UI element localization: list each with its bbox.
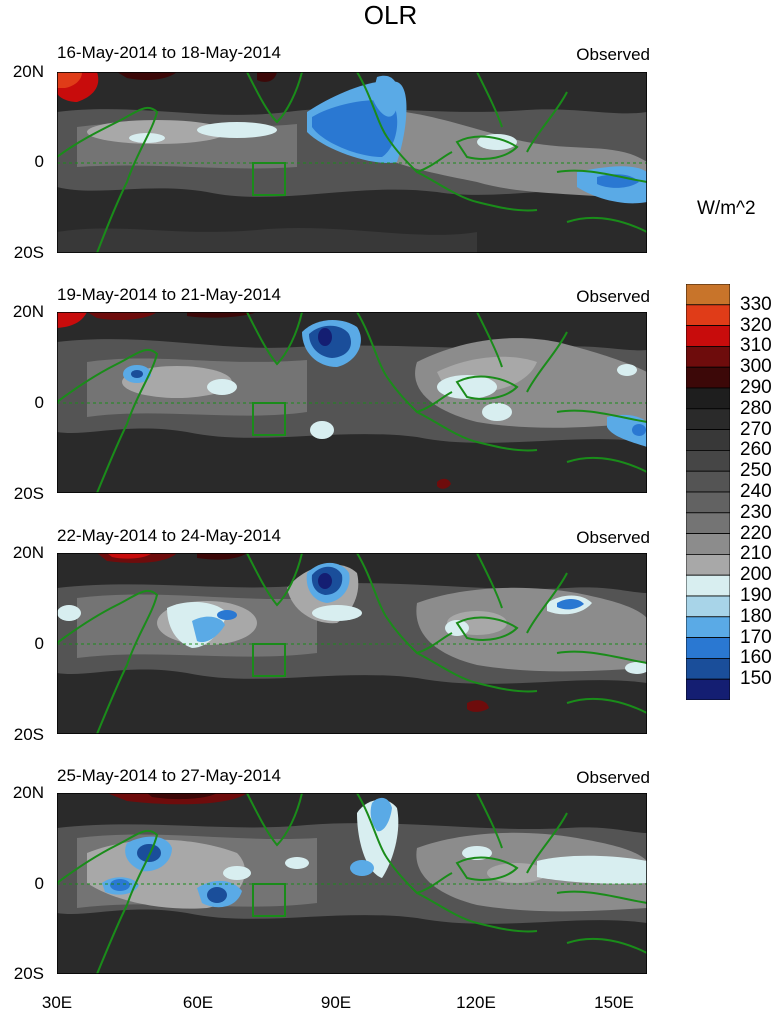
olr-map-panel-1 <box>57 72 647 253</box>
contour-fill <box>57 793 647 924</box>
colorbar-label: 240 <box>740 481 772 502</box>
colorbar-label: 160 <box>740 647 772 669</box>
panel-3-lat-20n: 20N <box>12 543 44 562</box>
panel-4-lat-20n: 20N <box>12 783 44 802</box>
colorbar-swatch <box>686 429 730 451</box>
olr-map-panel-2 <box>57 312 647 493</box>
figure-title: OLR <box>363 0 418 30</box>
colorbar-swatch <box>686 553 730 576</box>
colorbar-label: 280 <box>740 397 772 419</box>
panel-2-lat-0: 0 <box>34 393 44 412</box>
colorbar-label: 200 <box>740 564 772 586</box>
panel-3-period: 22-May-2014 to 24-May-2014 <box>57 526 281 545</box>
panel-4-lat-20s: 20S <box>13 964 44 983</box>
lon-90e: 90E <box>320 993 352 1012</box>
colorbar-swatch <box>686 595 730 618</box>
colorbar-swatch <box>686 387 730 410</box>
colorbar-label: 270 <box>740 418 772 440</box>
colorbar-units: W/m^2 <box>697 198 756 219</box>
colorbar-label: 300 <box>740 356 772 378</box>
colorbar-swatch <box>686 284 730 306</box>
panel-1-lat-20n: 20N <box>12 62 44 81</box>
colorbar <box>686 284 730 700</box>
colorbar-label: 180 <box>740 605 772 627</box>
colorbar-label: 250 <box>740 460 772 482</box>
colorbar-swatch <box>686 470 730 493</box>
coastline <box>57 553 647 734</box>
colorbar-swatch <box>686 657 730 680</box>
panel-2-period: 19-May-2014 to 21-May-2014 <box>57 285 281 304</box>
colorbar-label: 230 <box>740 501 772 523</box>
coastline <box>57 312 647 493</box>
lon-30e: 30E <box>41 993 73 1012</box>
lon-60e: 60E <box>182 993 214 1012</box>
colorbar-label: 170 <box>740 626 772 648</box>
panel-1-label: Observed <box>576 45 650 64</box>
colorbar-swatch <box>686 491 730 514</box>
colorbar-swatch <box>686 346 730 368</box>
colorbar-swatch <box>686 678 730 700</box>
panel-1-lat-20s: 20S <box>13 243 44 262</box>
panel-4-period: 25-May-2014 to 27-May-2014 <box>57 766 281 785</box>
panel-3-lat-20s: 20S <box>13 725 44 744</box>
lon-150e: 150E <box>594 993 634 1012</box>
colorbar-label: 150 <box>740 668 772 690</box>
olr-map-panel-3 <box>57 553 647 734</box>
panel-1-period: 16-May-2014 to 18-May-2014 <box>57 43 281 62</box>
panel-4-lat-0: 0 <box>34 874 44 893</box>
coastline <box>57 72 647 253</box>
colorbar-swatch <box>686 637 730 659</box>
colorbar-swatch <box>686 616 730 638</box>
panel-2-lat-20s: 20S <box>13 484 44 503</box>
panel-3-label: Observed <box>576 528 650 547</box>
colorbar-swatch <box>686 533 730 555</box>
colorbar-swatch <box>686 574 730 597</box>
colorbar-swatch <box>686 304 730 326</box>
contour-fill <box>57 72 647 253</box>
panel-4-label: Observed <box>576 768 650 787</box>
panel-3-lat-0: 0 <box>34 634 44 653</box>
colorbar-label: 210 <box>740 543 772 565</box>
colorbar-label: 330 <box>740 293 772 315</box>
colorbar-label: 260 <box>740 439 772 461</box>
colorbar-swatch <box>686 512 730 535</box>
colorbar-swatch <box>686 366 730 389</box>
colorbar-label: 290 <box>740 377 772 398</box>
colorbar-label: 310 <box>740 335 772 357</box>
panel-1-lat-0: 0 <box>34 152 44 171</box>
contour-fill <box>57 553 647 712</box>
olr-map-panel-4 <box>57 793 647 974</box>
coastline <box>57 793 647 974</box>
colorbar-swatch <box>686 449 730 472</box>
panel-2-label: Observed <box>576 287 650 306</box>
colorbar-label: 320 <box>740 314 772 336</box>
panel-2-lat-20n: 20N <box>12 302 44 321</box>
lon-120e: 120E <box>456 993 496 1012</box>
colorbar-swatch <box>686 408 730 431</box>
colorbar-swatch <box>686 325 730 347</box>
colorbar-label: 190 <box>740 585 772 606</box>
colorbar-label: 220 <box>740 522 772 544</box>
